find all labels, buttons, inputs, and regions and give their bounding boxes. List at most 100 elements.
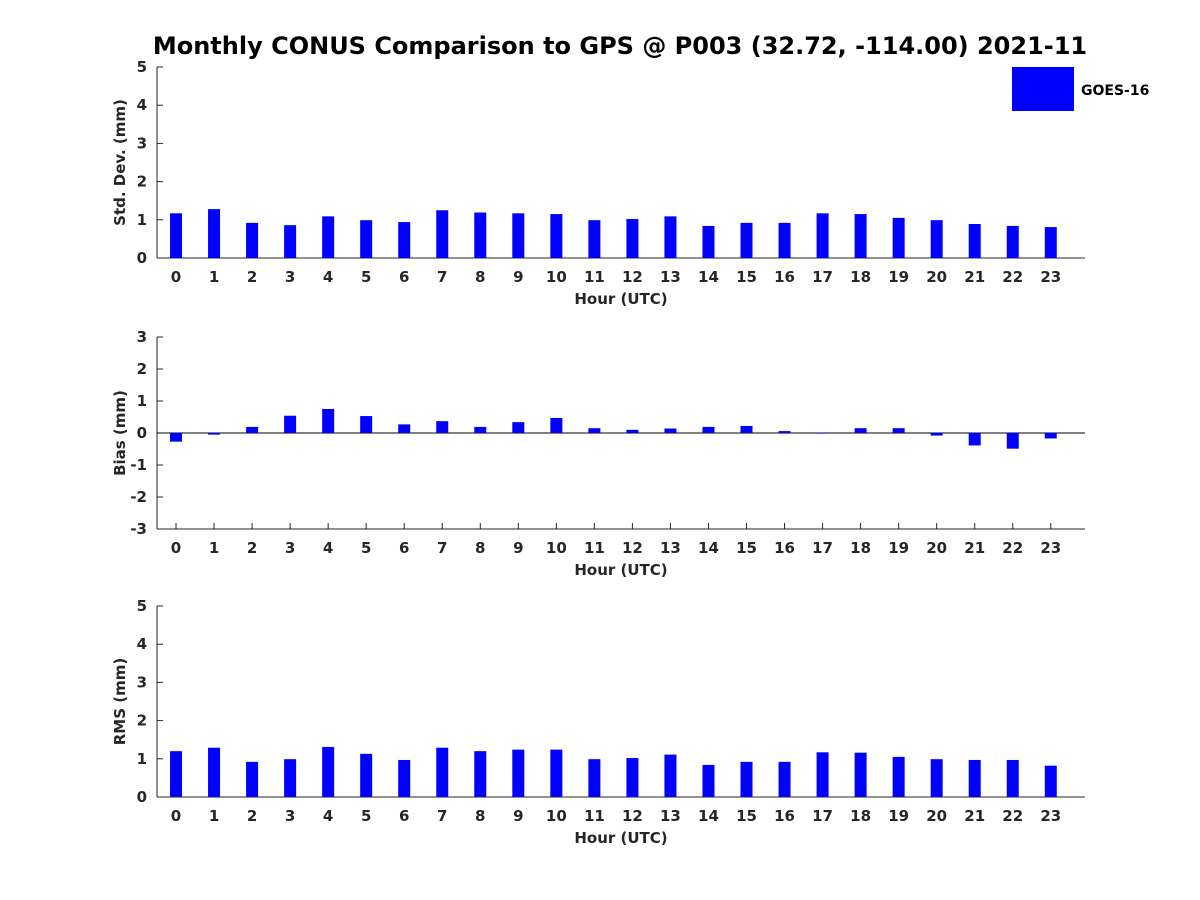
bar (588, 759, 601, 797)
bar (626, 219, 639, 258)
y-tick-label: 3 (137, 134, 147, 152)
x-tick-label: 14 (698, 539, 719, 557)
bar (968, 433, 981, 446)
x-axis-label: Hour (UTC) (574, 290, 667, 308)
x-tick-label: 22 (1002, 268, 1023, 286)
x-tick-label: 17 (812, 807, 833, 825)
x-tick-label: 17 (812, 268, 833, 286)
x-tick-label: 23 (1040, 539, 1061, 557)
bar (664, 216, 677, 258)
y-tick-label: 5 (137, 58, 147, 76)
bar (398, 424, 411, 433)
x-tick-label: 13 (660, 268, 681, 286)
x-tick-label: 18 (850, 268, 871, 286)
bar (702, 764, 715, 797)
x-tick-label: 3 (285, 807, 295, 825)
bar (930, 759, 943, 797)
y-tick-label: 1 (137, 211, 147, 229)
bar (360, 753, 373, 797)
x-tick-label: 23 (1040, 807, 1061, 825)
y-axis-label: Std. Dev. (mm) (111, 99, 129, 226)
bar (474, 212, 487, 258)
y-axis-label: RMS (mm) (111, 658, 129, 745)
x-tick-label: 22 (1002, 807, 1023, 825)
bar (1006, 433, 1019, 449)
y-tick-label: 0 (137, 249, 147, 267)
bar (702, 225, 715, 258)
bar (968, 224, 981, 258)
x-tick-label: 8 (475, 807, 485, 825)
bar (1006, 225, 1019, 258)
bar (816, 433, 829, 434)
bar (1044, 227, 1057, 258)
x-axis-label: Hour (UTC) (574, 561, 667, 579)
x-tick-label: 16 (774, 268, 795, 286)
x-tick-label: 7 (437, 539, 447, 557)
x-tick-label: 13 (660, 807, 681, 825)
bar (474, 426, 487, 433)
bar (170, 751, 183, 797)
bar (702, 426, 715, 433)
bar (398, 222, 411, 258)
bar (664, 754, 677, 797)
bar (1006, 759, 1019, 797)
x-tick-label: 15 (736, 268, 757, 286)
y-tick-label: -1 (130, 456, 147, 474)
x-tick-label: 1 (209, 268, 219, 286)
y-tick-label: 3 (137, 673, 147, 691)
x-tick-label: 6 (399, 268, 409, 286)
bar (284, 759, 297, 797)
y-tick-label: 5 (137, 597, 147, 615)
y-tick-label: 1 (137, 750, 147, 768)
bar (740, 761, 753, 797)
bar (854, 428, 867, 433)
bar (322, 746, 335, 797)
bar (322, 409, 335, 433)
x-tick-label: 4 (323, 268, 333, 286)
y-tick-label: 2 (137, 173, 147, 191)
x-tick-label: 9 (513, 268, 523, 286)
x-tick-label: 16 (774, 539, 795, 557)
legend: GOES-16 (1012, 67, 1149, 111)
legend-swatch (1012, 67, 1074, 111)
x-tick-label: 14 (698, 268, 719, 286)
x-tick-label: 16 (774, 807, 795, 825)
bar (208, 747, 221, 797)
x-tick-label: 18 (850, 539, 871, 557)
y-tick-label: 2 (137, 712, 147, 730)
x-tick-label: 10 (546, 268, 567, 286)
x-tick-label: 6 (399, 807, 409, 825)
bar (398, 759, 411, 797)
bar (892, 756, 905, 797)
x-tick-label: 5 (361, 539, 371, 557)
x-tick-label: 19 (888, 268, 909, 286)
bar (626, 429, 639, 433)
x-tick-label: 23 (1040, 268, 1061, 286)
bar (284, 415, 297, 433)
bar (816, 213, 829, 258)
bar (512, 749, 525, 797)
bar (208, 209, 221, 258)
bar (778, 761, 791, 797)
bar (512, 422, 525, 433)
y-tick-label: 0 (137, 788, 147, 806)
x-tick-label: 0 (171, 539, 181, 557)
bar (1044, 765, 1057, 797)
x-tick-label: 8 (475, 268, 485, 286)
bar (740, 222, 753, 258)
x-tick-label: 5 (361, 268, 371, 286)
bar (170, 433, 183, 442)
x-tick-label: 20 (926, 807, 947, 825)
x-tick-label: 20 (926, 268, 947, 286)
bar (1044, 433, 1057, 439)
x-tick-label: 4 (323, 539, 333, 557)
x-tick-label: 7 (437, 807, 447, 825)
x-tick-label: 0 (171, 268, 181, 286)
x-tick-label: 13 (660, 539, 681, 557)
x-tick-label: 9 (513, 807, 523, 825)
x-tick-label: 10 (546, 539, 567, 557)
x-tick-label: 3 (285, 268, 295, 286)
bar (436, 747, 449, 797)
